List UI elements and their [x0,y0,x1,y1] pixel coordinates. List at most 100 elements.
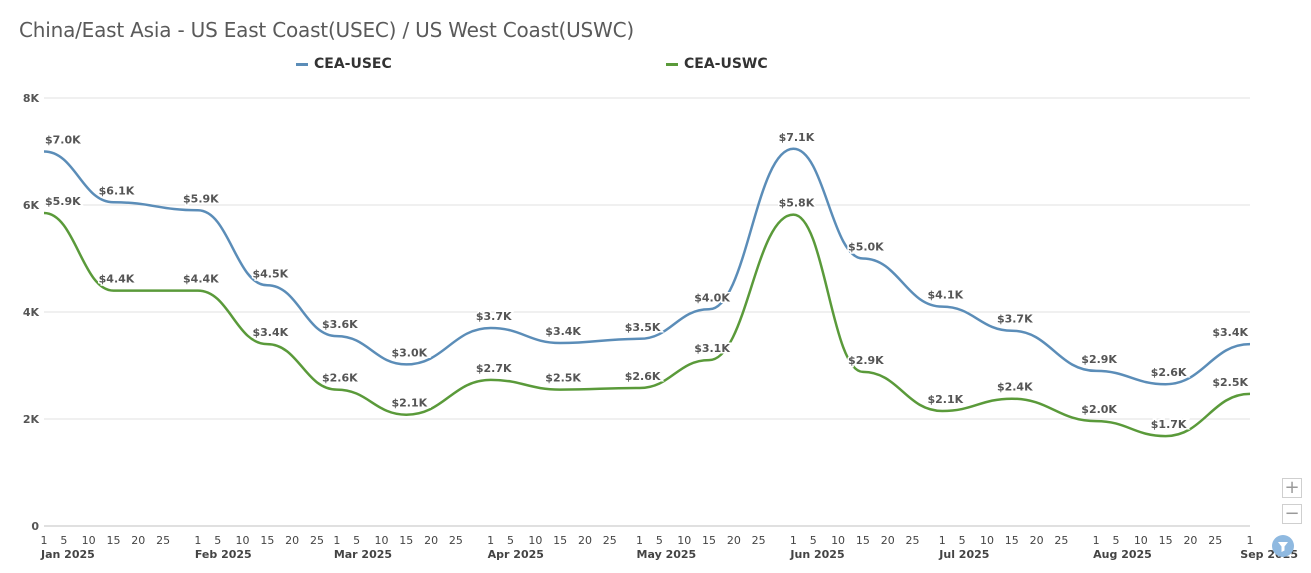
data-label: $7.1K [779,131,815,144]
legend-item-usec[interactable]: CEA-USEC [296,54,392,74]
x-tick-label: 5 [507,534,514,547]
data-label: $2.6K [625,370,661,383]
x-tick-label: 25 [1054,534,1068,547]
series-line-usec [43,147,1251,386]
y-tick-label: 2K [23,413,40,426]
x-tick-label: 15 [553,534,567,547]
data-label: $7.0K [45,134,81,147]
x-tick-label: 1 [1247,534,1254,547]
legend-swatch-usec [296,62,308,66]
series-line-uswc [43,211,1251,438]
data-label: $2.4K [997,381,1033,394]
month-label: Aug 2025 [1093,548,1152,561]
x-tick-label: 5 [810,534,817,547]
x-tick-label: 20 [881,534,895,547]
x-tick-label: 1 [636,534,643,547]
data-label: $5.9K [45,195,81,208]
x-tick-label: 25 [1208,534,1222,547]
x-tick-label: 20 [1183,534,1197,547]
zoom-out-button[interactable]: − [1282,504,1302,524]
data-label: $4.4K [99,273,135,286]
x-tick-label: 20 [727,534,741,547]
legend-item-uswc[interactable]: CEA-USWC [666,54,768,74]
y-tick-label: 6K [23,199,40,212]
month-label: Apr 2025 [488,548,544,561]
data-label: $1.7K [1151,418,1187,431]
y-tick-label: 0 [31,520,39,533]
data-label: $3.7K [997,313,1033,326]
x-tick-label: 10 [236,534,250,547]
x-tick-label: 1 [487,534,494,547]
zoom-in-button[interactable]: + [1282,478,1302,498]
data-label: $2.1K [927,393,963,406]
x-tick-label: 25 [449,534,463,547]
month-label: Jul 2025 [938,548,989,561]
x-tick-label: 20 [424,534,438,547]
x-tick-label: 5 [353,534,360,547]
x-tick-label: 10 [528,534,542,547]
x-tick-label: 15 [399,534,413,547]
data-label: $3.5K [625,321,661,334]
x-tick-label: 1 [790,534,797,547]
data-label: $5.9K [183,192,219,205]
x-tick-label: 5 [60,534,67,547]
x-tick-label: 25 [310,534,324,547]
legend-label-usec: CEA-USEC [314,56,392,72]
data-label: $4.5K [252,267,288,280]
data-label: $3.4K [252,326,288,339]
data-label: $3.4K [545,325,581,338]
data-label: $2.1K [391,397,427,410]
x-tick-label: 15 [856,534,870,547]
data-label: $3.1K [694,342,730,355]
month-label: Jun 2025 [789,548,844,561]
data-label: $3.4K [1212,326,1248,339]
x-tick-label: 5 [214,534,221,547]
x-tick-label: 25 [156,534,170,547]
x-tick-label: 1 [333,534,340,547]
x-tick-label: 1 [194,534,201,547]
x-tick-label: 15 [260,534,274,547]
data-label: $6.1K [99,184,135,197]
y-tick-label: 4K [23,306,40,319]
data-label: $4.0K [694,291,730,304]
x-tick-label: 10 [831,534,845,547]
x-tick-label: 1 [41,534,48,547]
data-label: $2.9K [1081,353,1117,366]
data-label: $5.0K [848,241,884,254]
month-label: Feb 2025 [195,548,252,561]
x-tick-label: 25 [603,534,617,547]
x-tick-label: 10 [677,534,691,547]
data-label: $2.6K [322,372,358,385]
y-tick-label: 8K [23,92,40,105]
x-tick-label: 5 [1113,534,1120,547]
data-label: $4.1K [927,289,963,302]
x-tick-label: 15 [106,534,120,547]
month-label: May 2025 [637,548,697,561]
legend-label-uswc: CEA-USWC [684,56,768,72]
month-label: Jan 2025 [40,548,95,561]
x-tick-label: 15 [1005,534,1019,547]
data-label: $2.7K [476,362,512,375]
data-label: $5.8K [779,197,815,210]
x-tick-label: 10 [1134,534,1148,547]
x-tick-label: 25 [752,534,766,547]
x-tick-label: 1 [939,534,946,547]
x-tick-label: 10 [374,534,388,547]
funnel-icon[interactable] [1272,535,1294,557]
legend-swatch-uswc [666,62,678,66]
data-label: $2.9K [848,354,884,367]
data-label: $2.0K [1081,403,1117,416]
data-label: $2.5K [545,372,581,385]
month-label: Mar 2025 [334,548,392,561]
x-tick-label: 20 [1030,534,1044,547]
data-label: $3.7K [476,310,512,323]
data-label: $3.0K [391,346,427,359]
data-label: $4.4K [183,273,219,286]
data-label: $2.6K [1151,366,1187,379]
x-tick-label: 15 [702,534,716,547]
x-tick-label: 20 [285,534,299,547]
x-tick-label: 10 [980,534,994,547]
x-tick-label: 10 [82,534,96,547]
x-tick-label: 1 [1093,534,1100,547]
